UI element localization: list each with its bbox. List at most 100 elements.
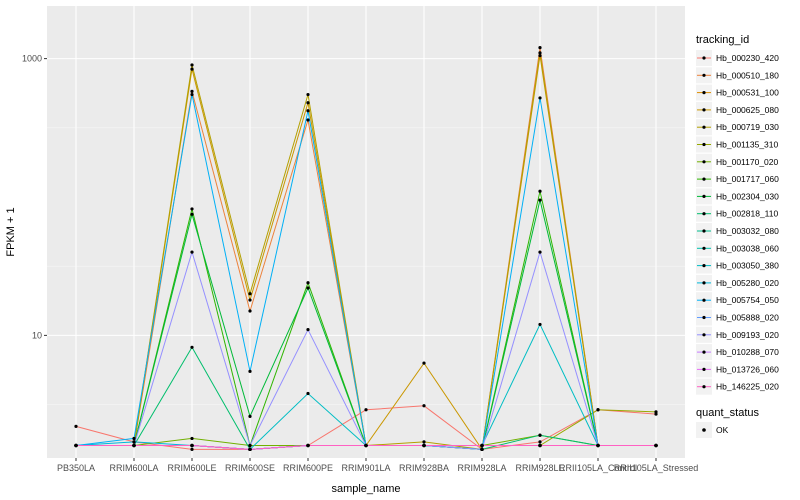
legend-point bbox=[702, 385, 706, 389]
data-point bbox=[190, 443, 194, 448]
data-point bbox=[480, 443, 484, 448]
y-axis-title: FPKM + 1 bbox=[5, 207, 17, 256]
data-point bbox=[248, 292, 252, 296]
data-point bbox=[422, 443, 426, 448]
data-point bbox=[248, 447, 252, 451]
legend-point bbox=[702, 264, 706, 268]
x-tick-label: RRIM928BA bbox=[399, 463, 449, 473]
data-point bbox=[190, 207, 194, 211]
legend: tracking_id Hb_000230_420Hb_000510_180Hb… bbox=[696, 34, 779, 438]
legend-label: Hb_001135_310 bbox=[716, 140, 779, 150]
data-point bbox=[538, 250, 542, 254]
data-point bbox=[190, 212, 194, 216]
data-point bbox=[190, 67, 194, 71]
data-point bbox=[190, 89, 194, 93]
legend-label: Hb_010288_070 bbox=[716, 347, 779, 357]
data-point bbox=[248, 369, 252, 373]
legend-label: Hb_003050_380 bbox=[716, 261, 779, 271]
shape-legend-title: quant_status bbox=[696, 407, 759, 419]
legend-items: Hb_000230_420 Hb_000510_180 Hb_000531_100 H… bbox=[696, 50, 779, 395]
data-point bbox=[538, 54, 542, 58]
data-point bbox=[190, 63, 194, 67]
data-point bbox=[538, 51, 542, 55]
legend-label: Hb_002818_110 bbox=[716, 209, 779, 219]
data-point bbox=[596, 443, 600, 448]
shape-legend-point bbox=[702, 428, 706, 432]
legend-label: Hb_003032_080 bbox=[716, 226, 779, 236]
y-tick-label: 1000 bbox=[22, 54, 42, 64]
data-point bbox=[654, 410, 658, 414]
legend-label: Hb_000625_080 bbox=[716, 105, 779, 115]
legend-point bbox=[702, 350, 706, 354]
data-point bbox=[306, 391, 310, 396]
x-axis-title: sample_name bbox=[331, 483, 400, 495]
data-point bbox=[538, 46, 542, 50]
data-point bbox=[306, 118, 310, 122]
legend-point bbox=[702, 142, 706, 147]
legend-label: Hb_002304_030 bbox=[716, 191, 779, 201]
x-tick-label: RRIM600LE bbox=[167, 463, 216, 473]
legend-point bbox=[702, 246, 706, 250]
data-point bbox=[190, 92, 194, 97]
data-point bbox=[132, 440, 136, 444]
data-point bbox=[132, 436, 136, 441]
series-points bbox=[74, 46, 658, 451]
legend-label: Hb_000719_030 bbox=[716, 122, 779, 132]
data-point bbox=[74, 424, 78, 428]
grid bbox=[47, 6, 685, 458]
x-tick-label: RRII105LA_Control bbox=[559, 463, 637, 473]
data-point bbox=[422, 404, 426, 408]
x-tick-label: PB350LA bbox=[57, 463, 95, 473]
data-point bbox=[364, 443, 368, 448]
x-tick-label: RRIM928LA bbox=[457, 463, 506, 473]
legend-point bbox=[702, 91, 706, 95]
legend-point bbox=[702, 315, 706, 320]
data-point bbox=[248, 443, 252, 448]
x-tick-label: RRII105LA_Stressed bbox=[614, 463, 699, 473]
legend-title: tracking_id bbox=[696, 34, 749, 46]
legend-point bbox=[702, 212, 706, 216]
data-point bbox=[654, 443, 658, 448]
data-point bbox=[538, 443, 542, 448]
data-point bbox=[538, 198, 542, 202]
data-point bbox=[422, 440, 426, 444]
data-point bbox=[190, 345, 194, 349]
x-tick-label: RRIM901LA bbox=[341, 463, 390, 473]
legend-label: Hb_005280_020 bbox=[716, 278, 779, 288]
data-point bbox=[422, 361, 426, 365]
legend-label: Hb_146225_020 bbox=[716, 382, 779, 392]
data-point bbox=[248, 298, 252, 302]
data-point bbox=[306, 286, 310, 290]
x-tick-label: RRIM928LE bbox=[515, 463, 564, 473]
legend-label: Hb_005888_020 bbox=[716, 313, 779, 323]
legend-label: Hb_000531_100 bbox=[716, 88, 779, 98]
data-point bbox=[538, 96, 542, 100]
data-point bbox=[74, 443, 78, 448]
legend-point bbox=[702, 194, 706, 198]
data-point bbox=[190, 250, 194, 254]
legend-point bbox=[702, 177, 706, 181]
data-point bbox=[190, 436, 194, 441]
data-point bbox=[306, 281, 310, 285]
y-axis: 10 1000 bbox=[22, 54, 47, 340]
data-point bbox=[538, 322, 542, 327]
legend-point bbox=[702, 281, 706, 285]
x-tick-label: RRIM600PE bbox=[283, 463, 333, 473]
data-point bbox=[538, 189, 542, 193]
data-point bbox=[306, 328, 310, 332]
legend-point bbox=[702, 229, 706, 233]
legend-point bbox=[702, 333, 706, 337]
legend-point bbox=[702, 56, 706, 60]
data-point bbox=[248, 309, 252, 313]
x-tick-label: RRIM600LA bbox=[109, 463, 158, 473]
data-point bbox=[596, 408, 600, 412]
legend-label: Hb_000230_420 bbox=[716, 53, 779, 63]
data-point bbox=[248, 414, 252, 418]
legend-point bbox=[702, 298, 706, 302]
data-point bbox=[306, 101, 310, 105]
legend-point bbox=[702, 73, 706, 77]
legend-label: Hb_003038_060 bbox=[716, 243, 779, 253]
legend-point bbox=[702, 160, 706, 164]
data-point bbox=[654, 412, 658, 416]
